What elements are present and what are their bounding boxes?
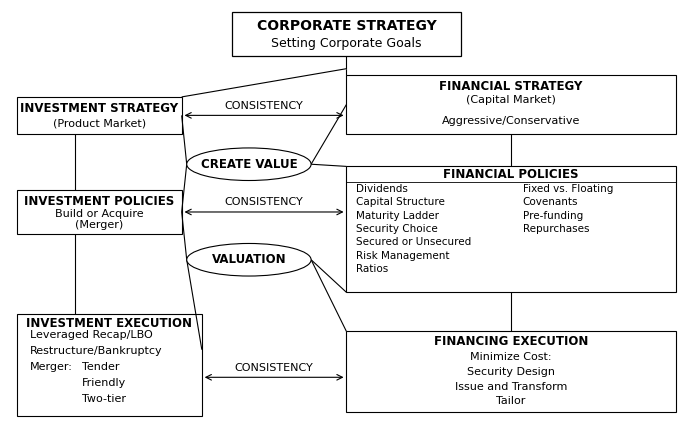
Bar xyxy=(232,12,461,55)
Text: Build or Acquire: Build or Acquire xyxy=(55,209,144,219)
Text: Setting Corporate Goals: Setting Corporate Goals xyxy=(271,37,421,50)
Text: INVESTMENT EXECUTION: INVESTMENT EXECUTION xyxy=(27,317,192,330)
Text: Security Design: Security Design xyxy=(467,367,555,377)
Text: VALUATION: VALUATION xyxy=(211,253,286,266)
Bar xyxy=(346,331,676,412)
Text: CONSISTENCY: CONSISTENCY xyxy=(235,363,313,373)
Text: Two-tier: Two-tier xyxy=(81,394,126,404)
Bar xyxy=(17,97,182,134)
Text: Fixed vs. Floating: Fixed vs. Floating xyxy=(523,184,613,194)
Text: Capital Structure: Capital Structure xyxy=(356,198,445,208)
Text: CONSISTENCY: CONSISTENCY xyxy=(224,101,304,111)
Text: FINANCIAL STRATEGY: FINANCIAL STRATEGY xyxy=(439,80,583,94)
Bar xyxy=(17,314,202,416)
Text: INVESTMENT POLICIES: INVESTMENT POLICIES xyxy=(24,194,174,208)
Text: CORPORATE STRATEGY: CORPORATE STRATEGY xyxy=(256,19,436,33)
Text: Friendly: Friendly xyxy=(81,378,126,388)
Text: Merger:: Merger: xyxy=(30,362,73,372)
Text: Leveraged Recap/LBO: Leveraged Recap/LBO xyxy=(30,330,153,340)
Text: Secured or Unsecured: Secured or Unsecured xyxy=(356,237,471,247)
Text: Covenants: Covenants xyxy=(523,198,578,208)
Text: Tailor: Tailor xyxy=(497,396,526,406)
Text: Maturity Ladder: Maturity Ladder xyxy=(356,211,439,221)
Text: FINANCING EXECUTION: FINANCING EXECUTION xyxy=(434,335,588,348)
Text: Dividends: Dividends xyxy=(356,184,408,194)
Text: Aggressive/Conservative: Aggressive/Conservative xyxy=(442,116,580,126)
Bar xyxy=(346,166,676,292)
Text: Issue and Transform: Issue and Transform xyxy=(455,382,567,392)
Text: (Product Market): (Product Market) xyxy=(53,118,146,128)
Text: (Merger): (Merger) xyxy=(75,220,123,230)
Bar xyxy=(346,75,676,134)
Text: (Capital Market): (Capital Market) xyxy=(466,95,556,105)
Text: CREATE VALUE: CREATE VALUE xyxy=(200,158,298,171)
Text: INVESTMENT STRATEGY: INVESTMENT STRATEGY xyxy=(21,102,179,115)
Text: Pre-funding: Pre-funding xyxy=(523,211,583,221)
Text: Risk Management: Risk Management xyxy=(356,251,450,260)
Text: Restructure/Bankruptcy: Restructure/Bankruptcy xyxy=(30,346,163,356)
Text: FINANCIAL POLICIES: FINANCIAL POLICIES xyxy=(443,168,579,181)
Bar xyxy=(17,190,182,234)
Text: Security Choice: Security Choice xyxy=(356,224,438,234)
Text: Repurchases: Repurchases xyxy=(523,224,589,234)
Ellipse shape xyxy=(187,243,311,276)
Text: Ratios: Ratios xyxy=(356,264,389,274)
Text: Tender: Tender xyxy=(81,362,119,372)
Text: CONSISTENCY: CONSISTENCY xyxy=(224,198,304,208)
Text: Minimize Cost:: Minimize Cost: xyxy=(471,352,552,362)
Ellipse shape xyxy=(187,148,311,180)
